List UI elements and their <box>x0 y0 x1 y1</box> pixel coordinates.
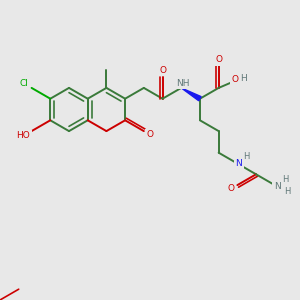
Text: H: H <box>240 74 247 83</box>
Text: O: O <box>215 55 222 64</box>
Text: O: O <box>159 66 166 75</box>
Text: H: H <box>243 152 250 161</box>
Text: O: O <box>232 75 239 84</box>
Text: H: H <box>284 187 291 196</box>
Text: O: O <box>146 130 153 139</box>
Text: NH: NH <box>176 79 190 88</box>
Text: N: N <box>236 159 242 168</box>
Text: HO: HO <box>16 131 30 140</box>
Text: N: N <box>274 182 281 191</box>
Polygon shape <box>181 88 201 101</box>
Text: O: O <box>227 184 234 193</box>
Text: Cl: Cl <box>20 79 29 88</box>
Text: H: H <box>282 175 289 184</box>
